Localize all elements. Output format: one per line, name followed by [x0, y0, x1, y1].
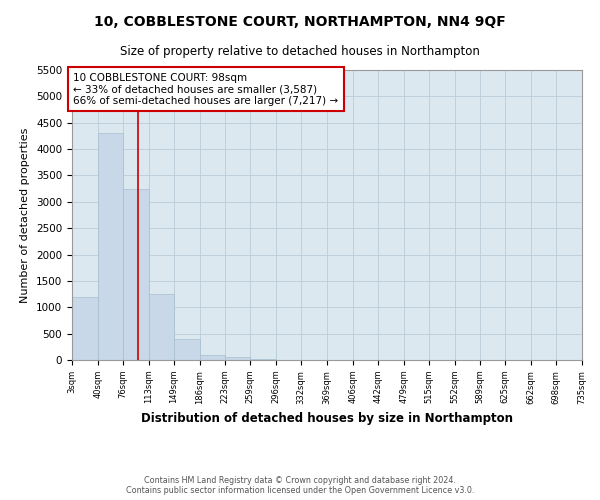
Bar: [199, 354, 225, 360]
Bar: [225, 357, 250, 360]
Bar: [250, 359, 276, 360]
Text: Contains HM Land Registry data © Crown copyright and database right 2024.
Contai: Contains HM Land Registry data © Crown c…: [126, 476, 474, 495]
Bar: [98, 134, 123, 360]
X-axis label: Distribution of detached houses by size in Northampton: Distribution of detached houses by size …: [141, 412, 513, 425]
Text: 10 COBBLESTONE COURT: 98sqm
← 33% of detached houses are smaller (3,587)
66% of : 10 COBBLESTONE COURT: 98sqm ← 33% of det…: [73, 72, 338, 106]
Bar: [72, 296, 98, 360]
Text: Size of property relative to detached houses in Northampton: Size of property relative to detached ho…: [120, 45, 480, 58]
Y-axis label: Number of detached properties: Number of detached properties: [20, 128, 31, 302]
Text: 10, COBBLESTONE COURT, NORTHAMPTON, NN4 9QF: 10, COBBLESTONE COURT, NORTHAMPTON, NN4 …: [94, 15, 506, 29]
Bar: [174, 339, 199, 360]
Bar: [149, 294, 174, 360]
Bar: [123, 188, 149, 360]
